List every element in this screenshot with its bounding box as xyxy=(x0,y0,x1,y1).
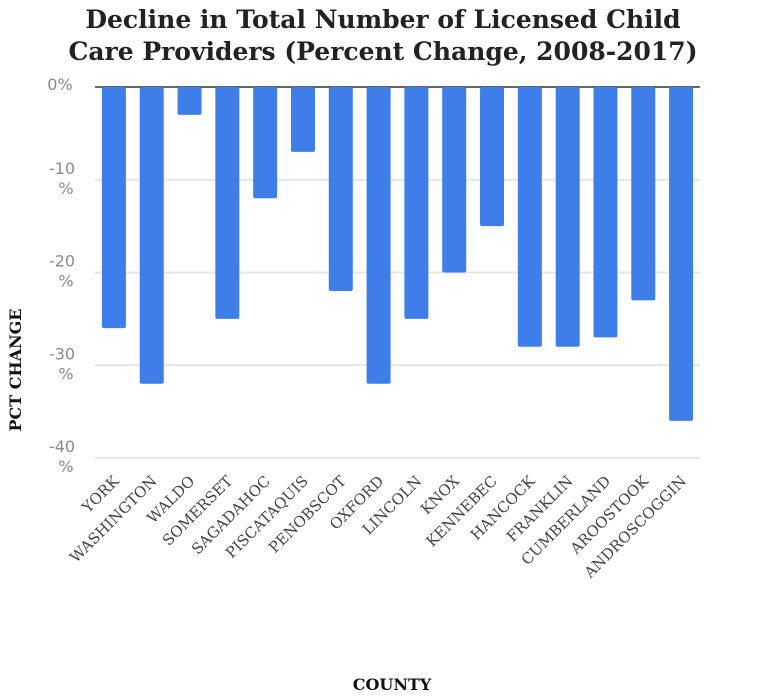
bar-kennebec xyxy=(480,87,505,227)
chart-title: Decline in Total Number of Licensed Chil… xyxy=(0,4,766,68)
x-tick-labels: YORKWASHINGTONWALDOSOMERSETSAGADAHOCPISC… xyxy=(66,472,690,583)
bar-washington xyxy=(139,87,164,384)
bar-somerset xyxy=(215,87,240,319)
bars xyxy=(101,87,694,421)
bar-knox xyxy=(442,87,467,273)
bar-sagadahoc xyxy=(253,87,278,199)
y-tick-labels: 0% -10 % -20 % -30 % -40% xyxy=(47,75,75,476)
x-axis-title: COUNTY xyxy=(353,675,432,694)
bar-piscataquis xyxy=(290,87,315,152)
bar-cumberland xyxy=(593,87,618,338)
y-tick-label: -20% xyxy=(49,252,75,291)
bar-oxford xyxy=(366,87,391,384)
chart-title-line-1: Decline in Total Number of Licensed Chil… xyxy=(85,5,681,34)
y-tick-label: 0% xyxy=(47,75,72,94)
bar-aroostook xyxy=(631,87,656,301)
y-axis-title: PCT CHANGE xyxy=(6,309,25,432)
bar-york xyxy=(101,87,126,329)
bar-penobscot xyxy=(328,87,353,292)
chart-title-line-2: Care Providers (Percent Change, 2008-201… xyxy=(68,37,698,66)
y-tick-label: -40% xyxy=(49,437,75,476)
bar-hancock xyxy=(517,87,542,347)
bar-waldo xyxy=(177,87,202,115)
bar-lincoln xyxy=(404,87,429,319)
y-tick-label: -10% xyxy=(49,159,75,198)
bar-androscoggin xyxy=(669,87,694,421)
bar-franklin xyxy=(555,87,580,347)
y-tick-label: -30% xyxy=(49,344,75,383)
